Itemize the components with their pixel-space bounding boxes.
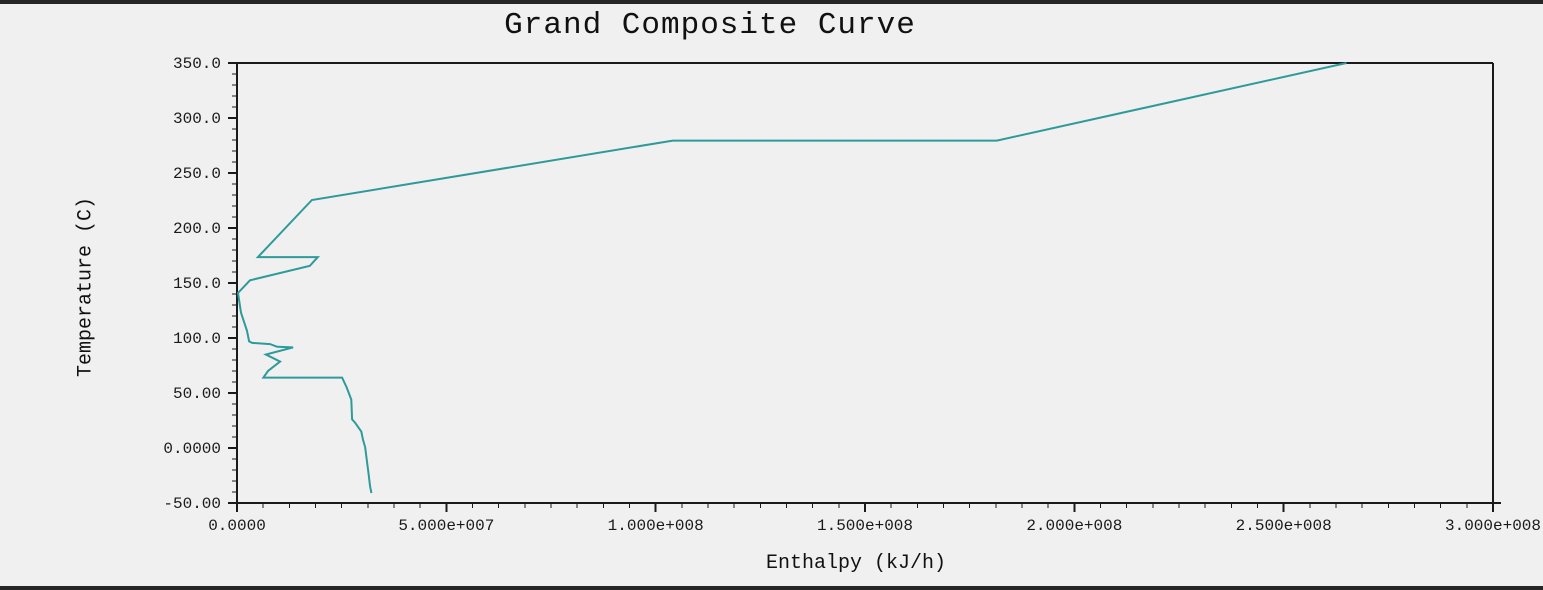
y-tick-label: 250.0 [173, 165, 221, 183]
x-tick-label: 1.000e+008 [608, 517, 704, 535]
y-tick-label: 150.0 [173, 275, 221, 293]
x-tick-label: 3.000e+008 [1445, 517, 1541, 535]
y-tick-label: 0.0000 [163, 440, 221, 458]
y-axis: 350.0 300.0 250.0 200.0 150.0 100.0 50.00 0.000… [163, 55, 237, 513]
window-border-top [0, 0, 1543, 4]
y-tick-label: 200.0 [173, 220, 221, 238]
x-axis: 0.0000 5.000e+007 1.000e+008 1.500e+008 2.00… [208, 503, 1541, 535]
y-tick-label: 100.0 [173, 330, 221, 348]
window-border-bottom [0, 586, 1543, 590]
x-tick-label: 2.000e+008 [1026, 517, 1122, 535]
x-tick-label: 1.500e+008 [817, 517, 913, 535]
y-tick-label: 50.00 [173, 385, 221, 403]
plot-frame [236, 62, 1501, 509]
y-tick-label: -50.00 [163, 495, 221, 513]
x-tick-label: 0.0000 [208, 517, 266, 535]
x-tick-label: 5.000e+007 [398, 517, 494, 535]
x-axis-title: Enthalpy (kJ/h) [765, 552, 947, 575]
y-tick-label: 300.0 [173, 110, 221, 128]
chart-title: Grand Composite Curve [504, 8, 916, 43]
grand-composite-curve [236, 62, 1347, 494]
y-tick-label: 350.0 [173, 55, 221, 73]
x-tick-label: 2.500e+008 [1236, 517, 1332, 535]
